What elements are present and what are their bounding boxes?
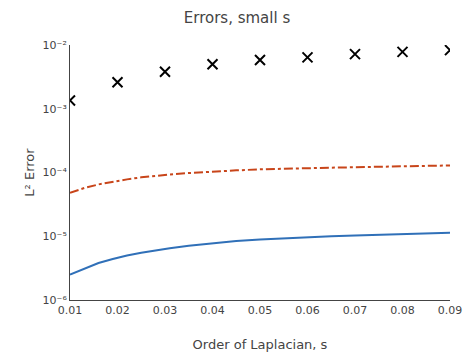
svg-text:0.07: 0.07 [343,304,368,317]
svg-text:0.01: 0.01 [58,304,83,317]
svg-text:L² Error: L² Error [22,148,37,197]
svg-text:0.04: 0.04 [200,304,225,317]
svg-text:0.05: 0.05 [248,304,273,317]
svg-text:Errors, small s: Errors, small s [184,9,291,27]
svg-text:0.08: 0.08 [390,304,415,317]
svg-text:10⁻⁶: 10⁻⁶ [43,294,68,307]
svg-text:0.09: 0.09 [438,304,463,317]
svg-text:Order of Laplacian, s: Order of Laplacian, s [193,337,328,352]
svg-text:10⁻⁴: 10⁻⁴ [43,166,68,179]
svg-text:10⁻³: 10⁻³ [43,103,67,116]
svg-text:10⁻²: 10⁻² [43,39,67,52]
svg-text:0.03: 0.03 [153,304,178,317]
svg-text:0.06: 0.06 [295,304,320,317]
svg-text:0.02: 0.02 [105,304,130,317]
svg-text:10⁻⁵: 10⁻⁵ [43,230,67,243]
